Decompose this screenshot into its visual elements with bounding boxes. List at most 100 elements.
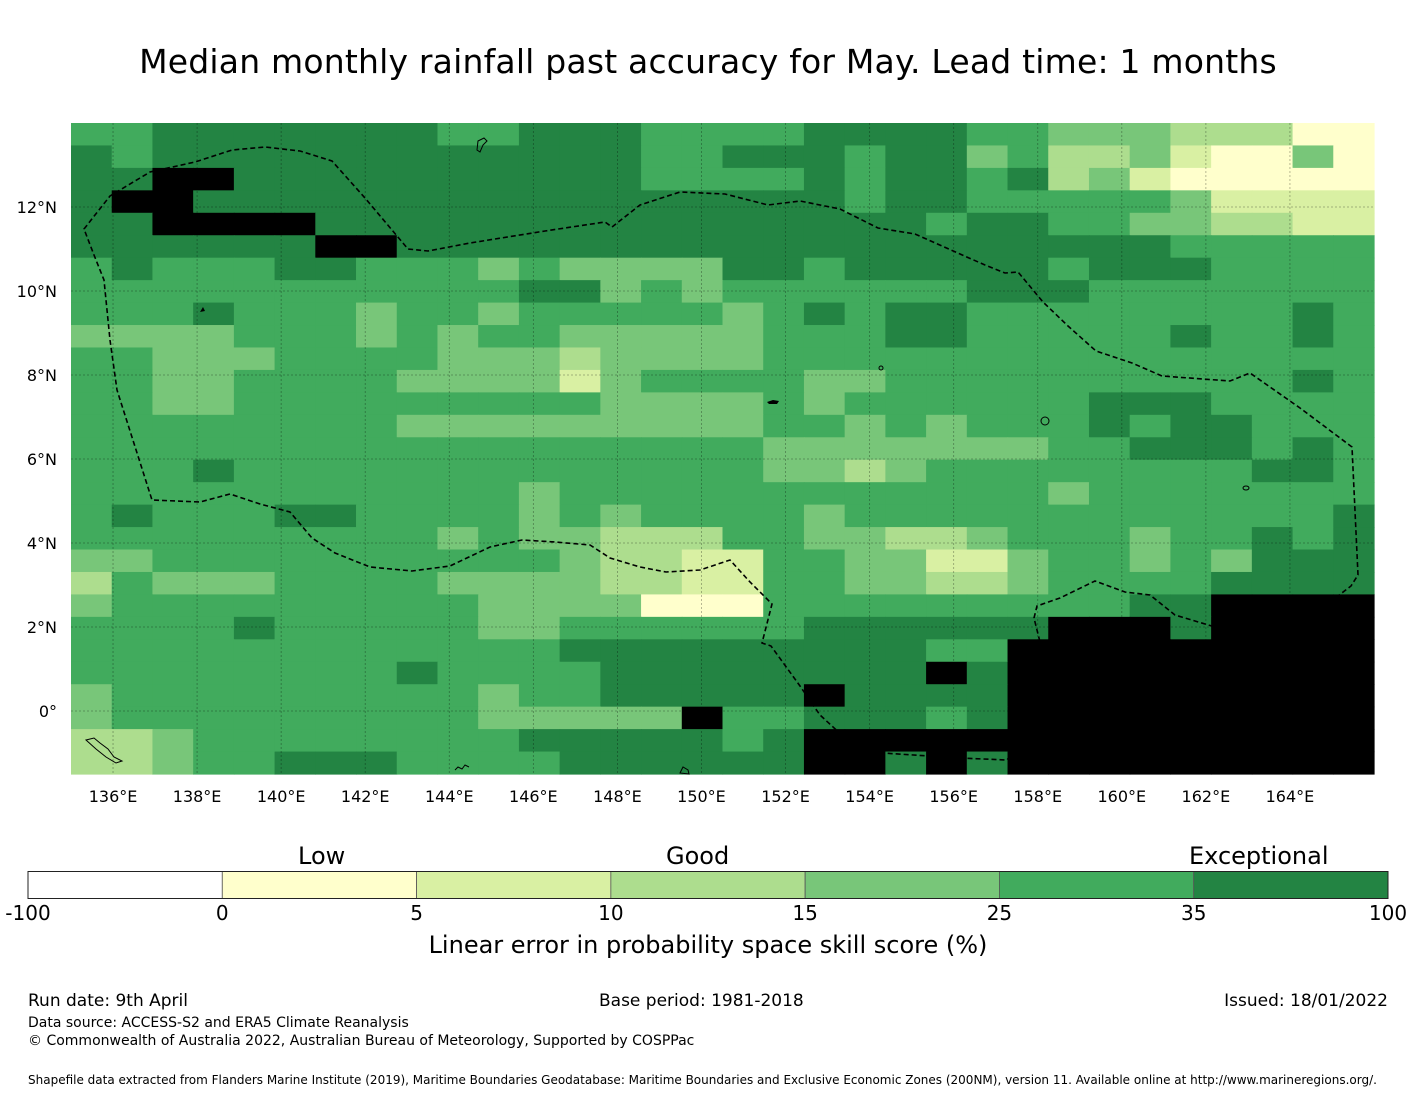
skill-cell <box>1211 527 1253 551</box>
skill-cell <box>152 706 194 730</box>
skill-cell <box>1211 235 1253 259</box>
skill-cell <box>356 504 398 528</box>
skill-cell <box>1251 729 1294 753</box>
skill-cell <box>681 729 724 753</box>
skill-cell <box>437 212 479 236</box>
skill-cell <box>1211 661 1253 685</box>
skill-cell <box>803 123 846 147</box>
skill-cell <box>478 639 520 663</box>
skill-cell <box>396 369 439 393</box>
skill-cell <box>1251 437 1294 461</box>
skill-cell <box>844 661 886 685</box>
skill-cell <box>600 302 642 326</box>
skill-cell <box>518 639 561 663</box>
skill-cell <box>396 616 439 640</box>
skill-cell <box>518 482 561 506</box>
skill-cell <box>1088 571 1131 596</box>
skill-cell <box>518 302 561 326</box>
skill-cell <box>641 414 683 438</box>
lat-tick-label: 4°N <box>27 534 57 553</box>
issued-date: Issued: 18/01/2022 <box>1224 991 1388 1011</box>
skill-cell <box>1129 123 1172 147</box>
skill-cell <box>803 302 846 326</box>
skill-cell <box>315 616 357 640</box>
skill-cell <box>111 212 154 236</box>
skill-cell <box>71 392 113 416</box>
skill-cell <box>844 504 886 528</box>
legend-category-low: Low <box>298 842 346 870</box>
skill-cell <box>803 594 846 618</box>
skill-cell <box>1048 145 1090 169</box>
skill-cell <box>152 325 194 349</box>
skill-cell <box>356 123 398 147</box>
skill-cell <box>518 123 561 147</box>
skill-cell <box>1211 257 1253 281</box>
skill-cell <box>1048 661 1090 685</box>
skill-cell <box>844 684 886 708</box>
run-date: Run date: 9th April <box>28 991 188 1011</box>
skill-cell <box>885 459 927 483</box>
skill-cell <box>478 235 520 259</box>
skill-cell <box>111 684 154 708</box>
skill-cell <box>274 414 316 438</box>
skill-cell <box>193 414 235 438</box>
skill-cell <box>803 414 846 438</box>
skill-cell <box>315 482 357 506</box>
skill-cell <box>885 190 927 214</box>
skill-cell <box>437 549 479 573</box>
skill-cell <box>885 280 927 304</box>
skill-cell <box>722 280 764 304</box>
colorbar-frame <box>27 871 1389 899</box>
skill-cell <box>559 145 601 169</box>
skill-cell <box>1170 392 1212 416</box>
skill-cell <box>111 190 154 214</box>
skill-cell <box>274 212 316 236</box>
skill-cell <box>1211 302 1253 326</box>
skill-cell <box>1129 594 1172 618</box>
skill-cell <box>885 549 927 573</box>
skill-cell <box>1048 459 1090 483</box>
skill-cell <box>722 639 764 663</box>
skill-cell <box>681 392 724 416</box>
skill-cell <box>844 527 886 551</box>
skill-cell <box>315 459 357 483</box>
skill-cell <box>315 594 357 618</box>
skill-cell <box>437 616 479 640</box>
skill-cell <box>1007 347 1049 371</box>
colorbar-tick: 35 <box>1180 901 1207 925</box>
skill-cell <box>844 482 886 506</box>
skill-cell <box>600 459 642 483</box>
skill-cell <box>803 145 846 169</box>
skill-cell <box>722 571 764 596</box>
skill-cell <box>926 729 968 753</box>
skill-cell <box>1088 145 1131 169</box>
skill-cell <box>478 482 520 506</box>
skill-cell <box>885 414 927 438</box>
skill-cell <box>437 527 479 551</box>
skill-cell <box>1048 280 1090 304</box>
skill-cell <box>681 414 724 438</box>
map-figure: 136°E 138°E 140°E 142°E 144°E 146°E 148°E 150°E… <box>17 123 1375 806</box>
skill-cell <box>396 706 439 730</box>
skill-cell <box>152 235 194 259</box>
skill-cell <box>152 145 194 169</box>
skill-cell <box>518 167 561 191</box>
skill-cell <box>885 167 927 191</box>
skill-cell <box>681 347 724 371</box>
skill-cell <box>722 369 764 393</box>
skill-cell <box>641 549 683 573</box>
skill-cell <box>600 571 642 596</box>
skill-cell <box>111 235 154 259</box>
skill-cell <box>722 706 764 730</box>
skill-cell <box>1211 123 1253 147</box>
skill-cell <box>478 616 520 640</box>
skill-cell <box>315 751 357 775</box>
skill-cell <box>1048 594 1090 618</box>
skill-cell <box>152 190 194 214</box>
skill-cell <box>437 459 479 483</box>
skill-cell <box>152 280 194 304</box>
skill-cell <box>111 639 154 663</box>
skill-cell <box>926 459 968 483</box>
skill-cell <box>1333 729 1375 753</box>
skill-cell <box>274 347 316 371</box>
